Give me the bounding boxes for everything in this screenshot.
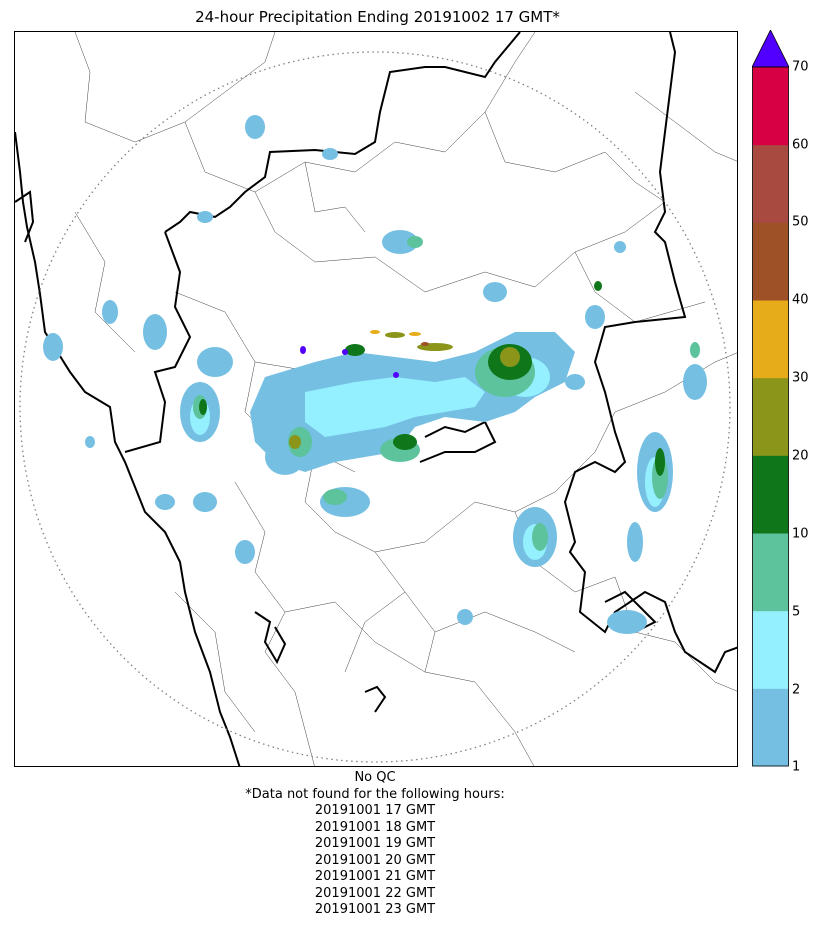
colorbar-segment xyxy=(752,144,789,223)
missing-hour-item: 20191001 19 GMT xyxy=(314,836,436,851)
qc-note: No QC xyxy=(354,770,396,785)
precip-band-70 xyxy=(300,346,399,378)
colorbar-segment xyxy=(752,377,789,456)
colorbar-segment xyxy=(752,300,789,379)
missing-hour-item: 20191001 23 GMT xyxy=(314,902,436,917)
colorbar-tick-label-60: 60 xyxy=(792,137,809,153)
map-title: 24-hour Precipitation Ending 20191002 17… xyxy=(195,8,560,26)
colorbar-segment xyxy=(752,67,789,146)
footnote: No QC *Data not found for the following … xyxy=(0,770,750,919)
colorbar-extend-triangle xyxy=(752,30,789,68)
colorbar-frame xyxy=(752,66,789,767)
precipitation-map xyxy=(14,31,738,767)
precip-band-1 xyxy=(43,115,707,634)
colorbar-tick-label-70: 70 xyxy=(792,59,809,75)
missing-hour-item: 20191001 17 GMT xyxy=(314,803,436,818)
colorbar-tick-label-2: 2 xyxy=(792,682,801,698)
colorbar-tick-label-30: 30 xyxy=(792,370,809,386)
precip-band-30 xyxy=(370,330,421,336)
missing-hour-item: 20191001 18 GMT xyxy=(314,819,436,835)
missing-hour-item: 20191001 20 GMT xyxy=(314,852,436,868)
missing-data-header: *Data not found for the following hours: xyxy=(245,786,505,802)
colorbar-segment xyxy=(752,533,789,612)
radar-range-ring xyxy=(19,51,731,763)
colorbar-tick-label-40: 40 xyxy=(792,292,809,308)
colorbar-tick-label-10: 10 xyxy=(792,526,809,542)
colorbar-segment xyxy=(752,455,789,534)
missing-hour-item: 20191001 21 GMT xyxy=(314,869,436,884)
colorbar-segments xyxy=(752,67,789,767)
colorbar-segment xyxy=(752,688,789,767)
colorbar-tick-label-20: 20 xyxy=(792,448,809,464)
colorbar-tick-label-50: 50 xyxy=(792,214,809,230)
missing-hour-item: 20191001 22 GMT xyxy=(314,885,436,901)
map-canvas xyxy=(15,32,737,766)
colorbar-segment xyxy=(752,610,789,689)
colorbar-tick-label-5: 5 xyxy=(792,604,801,620)
colorbar-segment xyxy=(752,222,789,301)
colorbar-tick-labels: 70 60 50 40 30 20 10 5 2 1 xyxy=(792,0,825,926)
precip-band-40 xyxy=(421,342,429,346)
colorbar xyxy=(752,30,789,767)
colorbar-tick-label-1: 1 xyxy=(792,759,801,775)
